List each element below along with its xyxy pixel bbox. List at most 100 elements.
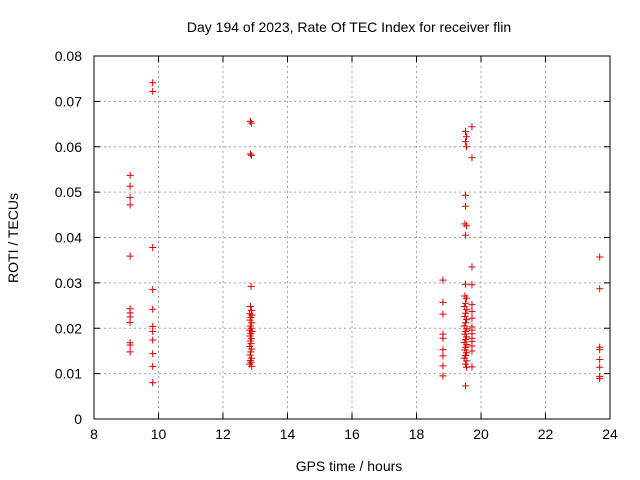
data-point [248,362,256,370]
data-point [596,356,604,364]
data-point [247,348,255,356]
x-tick-label: 22 [538,426,554,442]
data-point [462,138,470,146]
data-point [462,294,470,302]
data-point [149,362,157,370]
data-point [439,276,447,284]
data-point [462,143,470,151]
y-tick-label: 0 [74,411,82,427]
y-tick-label: 0.04 [55,230,82,246]
y-axis-title: ROTI / TECUs [5,193,21,283]
chart-title: Day 194 of 2023, Rate Of TEC Index for r… [187,19,511,35]
data-point [246,150,254,158]
y-tick-label: 0.01 [55,366,82,382]
data-point [462,316,470,324]
data-point [126,182,134,190]
x-axis-title: GPS time / hours [296,458,403,474]
data-point [462,360,470,368]
data-point [596,346,604,354]
data-point [246,356,254,364]
data-point [461,220,469,228]
data-point [149,286,157,294]
data-point [463,357,471,365]
axis-ticks [93,55,611,420]
data-point [126,171,134,179]
data-point [468,314,476,322]
x-tick-label: 20 [473,426,489,442]
data-point [462,299,470,307]
data-point [248,319,256,327]
data-point [247,358,255,366]
x-tick-label: 18 [409,426,425,442]
data-point [462,309,470,317]
y-tick-label: 0.07 [55,93,82,109]
data-point [126,348,134,356]
data-point [468,301,476,309]
data-point [439,310,447,318]
x-tick-label: 10 [151,426,167,442]
data-point [468,123,476,131]
data-point [468,154,476,162]
data-point [126,194,134,202]
data-point [468,363,476,371]
data-point [126,252,134,260]
data-point [247,307,255,315]
data-point [126,341,134,349]
data-point [462,127,470,135]
data-point [149,79,157,87]
data-point [149,350,157,358]
data-point [462,231,470,239]
data-point [149,336,157,344]
data-point [462,382,470,390]
data-point [468,347,476,355]
y-tick-labels: 0 0.01 0.02 0.03 0.04 0.05 0.06 0.07 0.08 [55,48,82,427]
data-point [439,362,447,370]
data-point [126,201,134,209]
data-point [439,334,447,342]
data-point [462,280,470,288]
data-point [462,319,470,327]
data-point [468,281,476,289]
data-point [439,298,447,306]
grid-lines [94,56,610,419]
x-tick-label: 12 [215,426,231,442]
data-point [247,283,255,291]
data-point [596,375,604,383]
data-point [439,346,447,354]
y-tick-label: 0.08 [55,48,82,64]
data-point [462,191,470,199]
data-point [468,307,476,315]
data-point [247,119,255,127]
data-point [246,302,254,310]
data-point [149,305,157,313]
data-point [462,222,470,230]
data-point [439,352,447,360]
x-tick-label: 14 [280,426,296,442]
data-point [149,379,157,387]
data-point [149,243,157,251]
data-point [149,327,157,335]
data-point [596,363,604,371]
x-tick-labels: 8 10 12 14 16 18 20 22 24 [90,426,618,442]
data-point [247,151,255,159]
data-point [126,318,134,326]
data-point [461,312,469,320]
data-point [596,285,604,293]
data-point [463,306,471,314]
y-tick-label: 0.05 [55,184,82,200]
x-tick-label: 24 [602,426,618,442]
x-tick-label: 16 [344,426,360,442]
data-point [246,117,254,125]
data-points [126,79,604,390]
data-point [462,133,470,141]
x-tick-label: 8 [90,426,98,442]
y-tick-label: 0.02 [55,320,82,336]
data-point [439,372,447,380]
data-point [462,202,470,210]
y-tick-label: 0.03 [55,275,82,291]
data-point [468,263,476,271]
y-tick-label: 0.06 [55,139,82,155]
data-point [596,253,604,261]
